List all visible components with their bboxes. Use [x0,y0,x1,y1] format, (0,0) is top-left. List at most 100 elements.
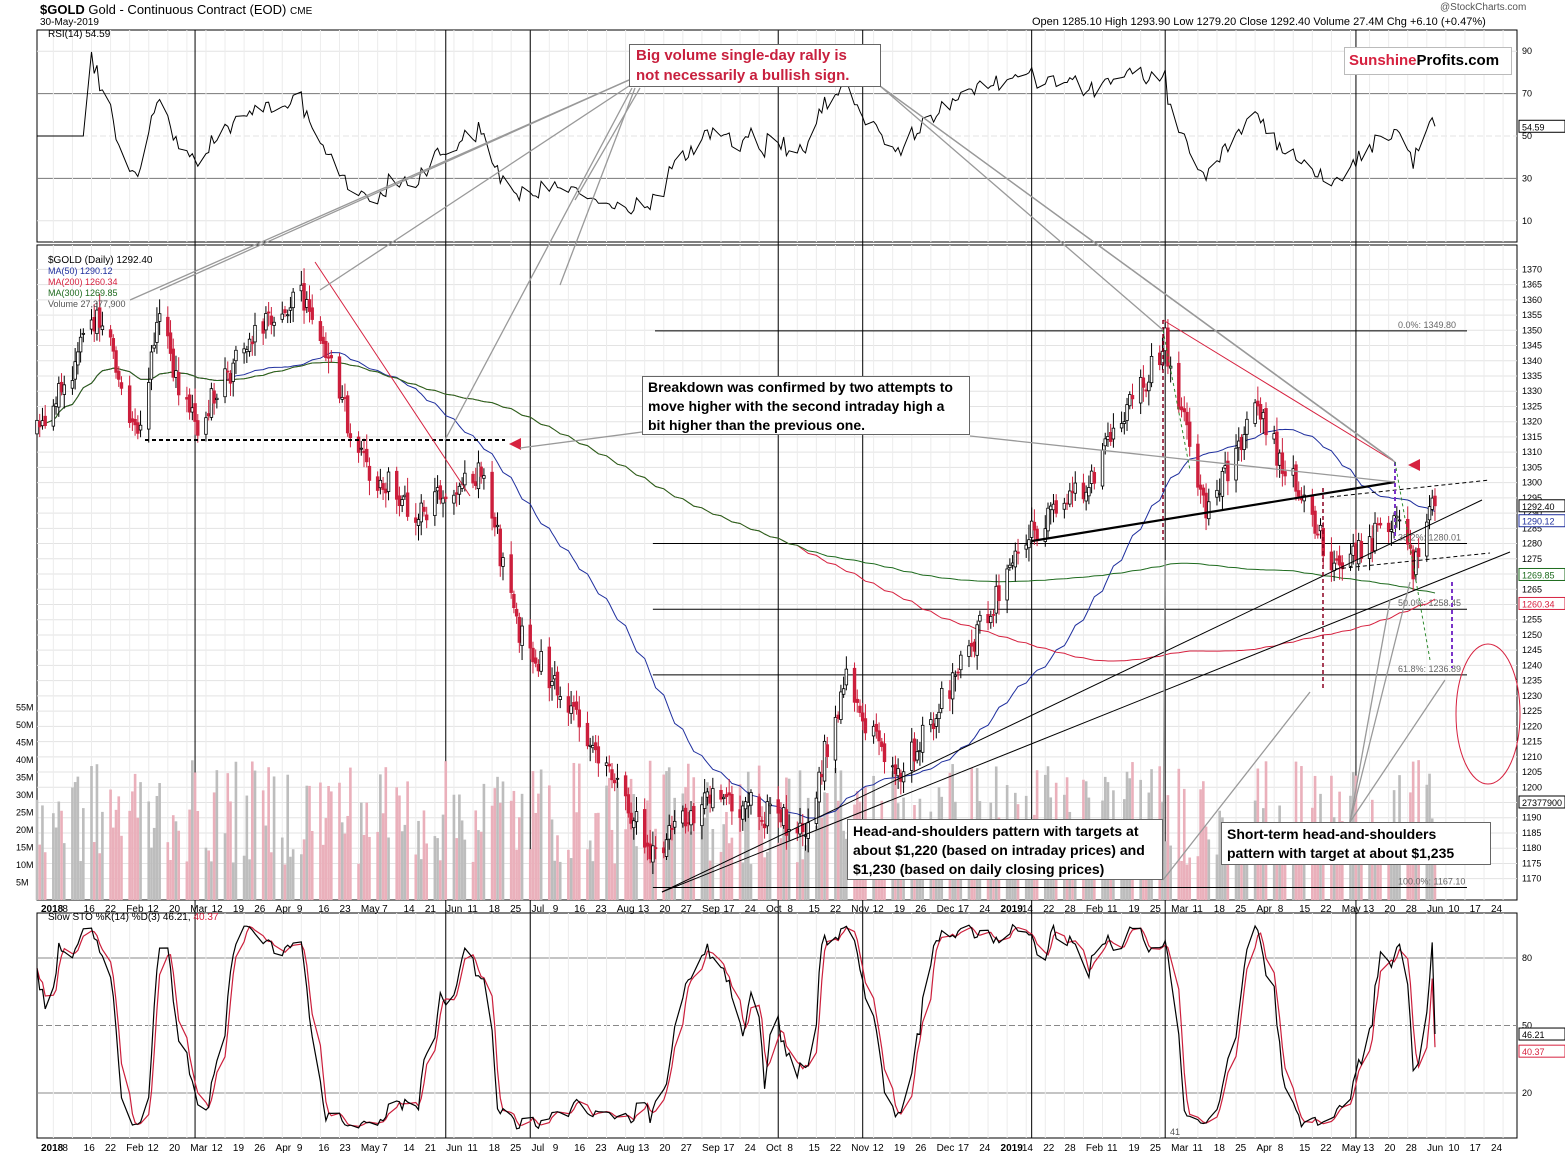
volume-bar [155,795,159,900]
legend-ma200: MA(200) 1260.34 [48,277,118,287]
candle-body [280,313,284,320]
volume-bar [744,809,747,900]
volume-tag-text: 27377900 [1522,798,1562,808]
x-tick-label: 19 [894,904,906,915]
candle-body [476,462,481,490]
candle-body [1242,434,1246,450]
price-tick-label: 1365 [1522,280,1542,290]
volume-bar [79,861,82,900]
candle-body [1337,555,1342,566]
candle-body [185,397,189,400]
volume-bar [177,830,181,900]
x-tick-label: 18 [1214,904,1226,915]
candle-body [1179,406,1184,411]
candle-body [490,471,494,519]
candle-body [130,418,135,423]
candle-body [212,390,216,404]
candle-body [1141,377,1146,388]
candle-body [708,794,712,804]
candle-body [997,585,1001,602]
x-tick-label: Jun [446,904,462,915]
x-tick-label: Apr [276,904,292,915]
candle-body [196,420,200,436]
x-tick-label: 23 [340,1143,352,1154]
volume-bar [43,852,47,900]
fib-label: 0.0%: 1349.80 [1398,320,1456,330]
volume-bar [1297,852,1301,900]
candle-body [318,321,323,341]
volume-bar [605,785,608,900]
x-tick-label: 20 [659,904,671,915]
x-tick-label: 17 [723,1143,735,1154]
candle-body [95,309,99,334]
x-tick-label: 27 [681,1143,693,1154]
volume-bar [776,842,780,900]
x-tick-label: 24 [979,904,991,915]
x-tick-label: Oct [766,1143,782,1154]
price-tick-label: 1245 [1522,645,1542,655]
x-tick-label: Jul [531,904,544,915]
x-tick-label: Jun [446,1143,462,1154]
candle-body [226,370,230,373]
volume-bar [684,787,687,900]
volume-bar [226,773,230,900]
candle-body [1277,452,1282,466]
volume-bar [62,843,66,900]
volume-bar [98,853,101,900]
volume-bar [692,777,696,900]
volume-bar [673,797,676,900]
candle-body [555,671,560,696]
candle-body [536,664,541,672]
x-tick-label: 25 [1235,904,1247,915]
candle-body [937,711,941,720]
x-tick-label: 11 [467,1143,478,1154]
x-tick-label: 12 [873,904,885,915]
volume-bar [359,802,363,900]
candle-body [269,315,274,325]
x-tick-label: Nov [851,904,869,915]
volume-bar [158,783,161,900]
candle-body [365,448,369,463]
x-tick-label: 11 [1192,1143,1203,1154]
volume-bar [41,805,44,900]
candle-body [664,839,669,857]
panel-1 [36,244,1518,901]
descending-red-line-2019 [1162,319,1396,463]
x-tick-label: Feb [126,904,144,915]
candle-body [645,842,650,847]
volume-bar [616,782,619,900]
candle-body [822,740,827,782]
candle-body [517,616,522,643]
candle-body [1089,470,1094,484]
x-tick-label: 9 [553,1143,559,1154]
candle-body [114,350,118,373]
x-tick-label: 14 [1022,904,1034,915]
volume-bar [215,770,219,900]
candle-body [324,340,328,359]
callout-line [444,87,633,441]
candle-body [307,299,312,312]
candle-body [989,615,993,624]
callout-line [879,85,1396,463]
candle-body [149,351,154,380]
volume-bar [1185,864,1189,900]
volume-bar [460,820,464,900]
candle-body [59,381,64,393]
x-tick-label: Sep [702,1143,720,1154]
candle-body [839,691,843,720]
volume-bar [531,771,535,900]
callout-line [319,85,630,291]
candle-body [681,810,685,824]
sto-tick-label: 20 [1522,1088,1532,1098]
candle-body [1332,562,1336,572]
candle-body [1106,436,1110,440]
candle-body [1427,506,1432,521]
x-tick-label: 16 [318,1143,330,1154]
candle-body [310,307,314,320]
volume-tick-label: 15M [16,843,34,853]
price-tick-label: 1180 [1522,843,1541,853]
volume-bar [1281,834,1284,900]
candle-body [1433,495,1437,507]
x-tick-label: 8 [787,904,793,915]
x-tick-label: 16 [574,1143,586,1154]
